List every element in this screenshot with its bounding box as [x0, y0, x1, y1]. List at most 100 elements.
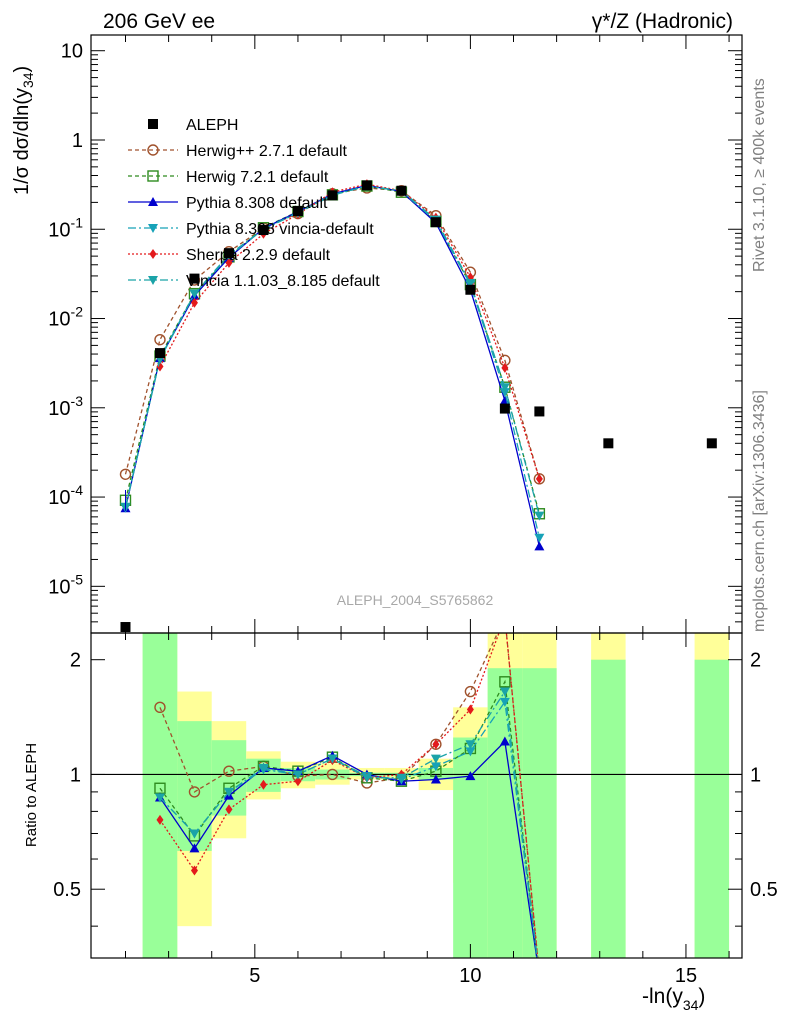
- ratio-tick-label-right: 0.5: [750, 879, 778, 901]
- uncertainty-band-inner: [211, 740, 247, 816]
- data-point: [535, 473, 543, 484]
- y-axis-label: 1/σ dσ/dln(y34): [11, 66, 36, 195]
- data-point: [396, 773, 407, 783]
- ratio-axis-label: Ratio to ALEPH: [23, 743, 40, 847]
- data-point: [499, 697, 510, 707]
- data-point: [154, 701, 166, 714]
- y-tick-label: 10-1: [48, 214, 83, 241]
- ratio-series-5: [154, 687, 538, 958]
- data-point: [534, 541, 545, 551]
- data-point: [225, 804, 233, 815]
- ratio-line: [159, 679, 538, 958]
- data-point: [294, 776, 302, 787]
- data-point: [361, 180, 372, 191]
- data-point: [603, 438, 614, 449]
- data-point: [149, 249, 157, 259]
- data-point: [156, 814, 164, 825]
- ratio-line: [159, 633, 539, 958]
- data-point: [190, 865, 198, 876]
- rivet-label: Rivet 3.1.10, ≥ 400k events: [751, 78, 768, 272]
- data-point: [499, 388, 510, 398]
- analysis-label: ALEPH_2004_S5765862: [337, 592, 494, 608]
- ratio-tick-label: 2: [70, 650, 81, 672]
- data-point: [147, 170, 159, 182]
- mcplots-label: mcplots.cern.ch [arXiv:1306.3436]: [751, 390, 768, 632]
- series-line: [124, 184, 541, 547]
- y-tick-label: 10-3: [48, 393, 83, 420]
- y-tick-label: 10-2: [48, 304, 83, 331]
- data-point: [154, 793, 165, 803]
- data-point: [327, 754, 338, 764]
- data-point: [706, 438, 717, 449]
- legend-entry-5: Vincia 1.1.03_8.185 default: [128, 273, 380, 290]
- legend-label: Pythia 8.308 vincia-default: [186, 221, 374, 238]
- data-point: [223, 248, 234, 259]
- data-point: [396, 185, 407, 196]
- uncertainty-band-inner: [418, 767, 454, 780]
- data-point: [327, 190, 338, 201]
- data-point: [148, 224, 158, 233]
- data-point: [499, 403, 510, 414]
- data-point: [430, 754, 441, 764]
- data-point: [465, 284, 476, 295]
- data-point: [534, 406, 545, 417]
- data-point: [361, 773, 372, 783]
- data-point: [326, 768, 339, 781]
- data-point: [501, 362, 509, 373]
- uncertainty-band-inner: [177, 721, 212, 851]
- legend-label: Herwig++ 2.7.1 default: [186, 143, 348, 160]
- legend-label: Herwig 7.2.1 default: [186, 169, 329, 186]
- uncertainty-band-inner: [487, 668, 523, 958]
- data-point: [189, 829, 200, 839]
- data-point: [465, 771, 476, 781]
- data-point: [147, 144, 159, 156]
- ratio-line: [159, 740, 538, 958]
- data-point: [154, 333, 166, 346]
- data-point: [258, 763, 269, 773]
- data-point: [499, 736, 510, 746]
- y-tick-label: 10: [61, 41, 83, 63]
- data-point: [223, 787, 234, 797]
- data-point: [154, 348, 165, 359]
- data-point: [259, 779, 267, 790]
- energy-title: 206 GeV ee: [103, 10, 215, 33]
- data-point: [534, 533, 545, 543]
- data-point: [465, 747, 476, 757]
- x-tick-label: 15: [675, 965, 697, 987]
- y-tick-label: 1: [72, 130, 83, 152]
- ratio-tick-label-right: 2: [750, 650, 761, 672]
- y-tick-label: 10-4: [48, 482, 83, 509]
- ratio-tick-label: 0.5: [53, 879, 81, 901]
- ratio-line: [159, 700, 538, 958]
- legend-label: ALEPH: [186, 117, 238, 134]
- data-point: [292, 206, 303, 217]
- data-point: [189, 273, 200, 284]
- data-point: [190, 297, 198, 308]
- data-point: [534, 511, 545, 521]
- uncertainty-band-inner: [694, 659, 730, 958]
- data-point: [119, 468, 132, 480]
- series-line: [159, 183, 540, 480]
- data-point: [464, 685, 477, 698]
- data-point: [430, 762, 441, 772]
- ratio-line: [159, 633, 539, 958]
- data-point: [430, 217, 441, 228]
- data-point: [223, 765, 235, 777]
- legend-entry-2: Pythia 8.308 default: [128, 195, 328, 212]
- data-point: [292, 770, 303, 780]
- data-point: [148, 197, 158, 206]
- data-point: [148, 276, 158, 285]
- main-plot-area: [119, 179, 717, 633]
- process-title: γ*/Z (Hadronic): [592, 10, 733, 33]
- ratio-line: [159, 689, 538, 958]
- data-point: [430, 774, 441, 784]
- data-point: [148, 119, 158, 129]
- legend-label: Pythia 8.308 default: [186, 195, 328, 212]
- data-point: [189, 843, 200, 853]
- data-point: [465, 278, 476, 288]
- legend-label: Vincia 1.1.03_8.185 default: [186, 273, 380, 290]
- data-point: [188, 786, 201, 798]
- data-point: [466, 704, 474, 715]
- legend-entry-4: Sherpa 2.2.9 default: [128, 247, 331, 264]
